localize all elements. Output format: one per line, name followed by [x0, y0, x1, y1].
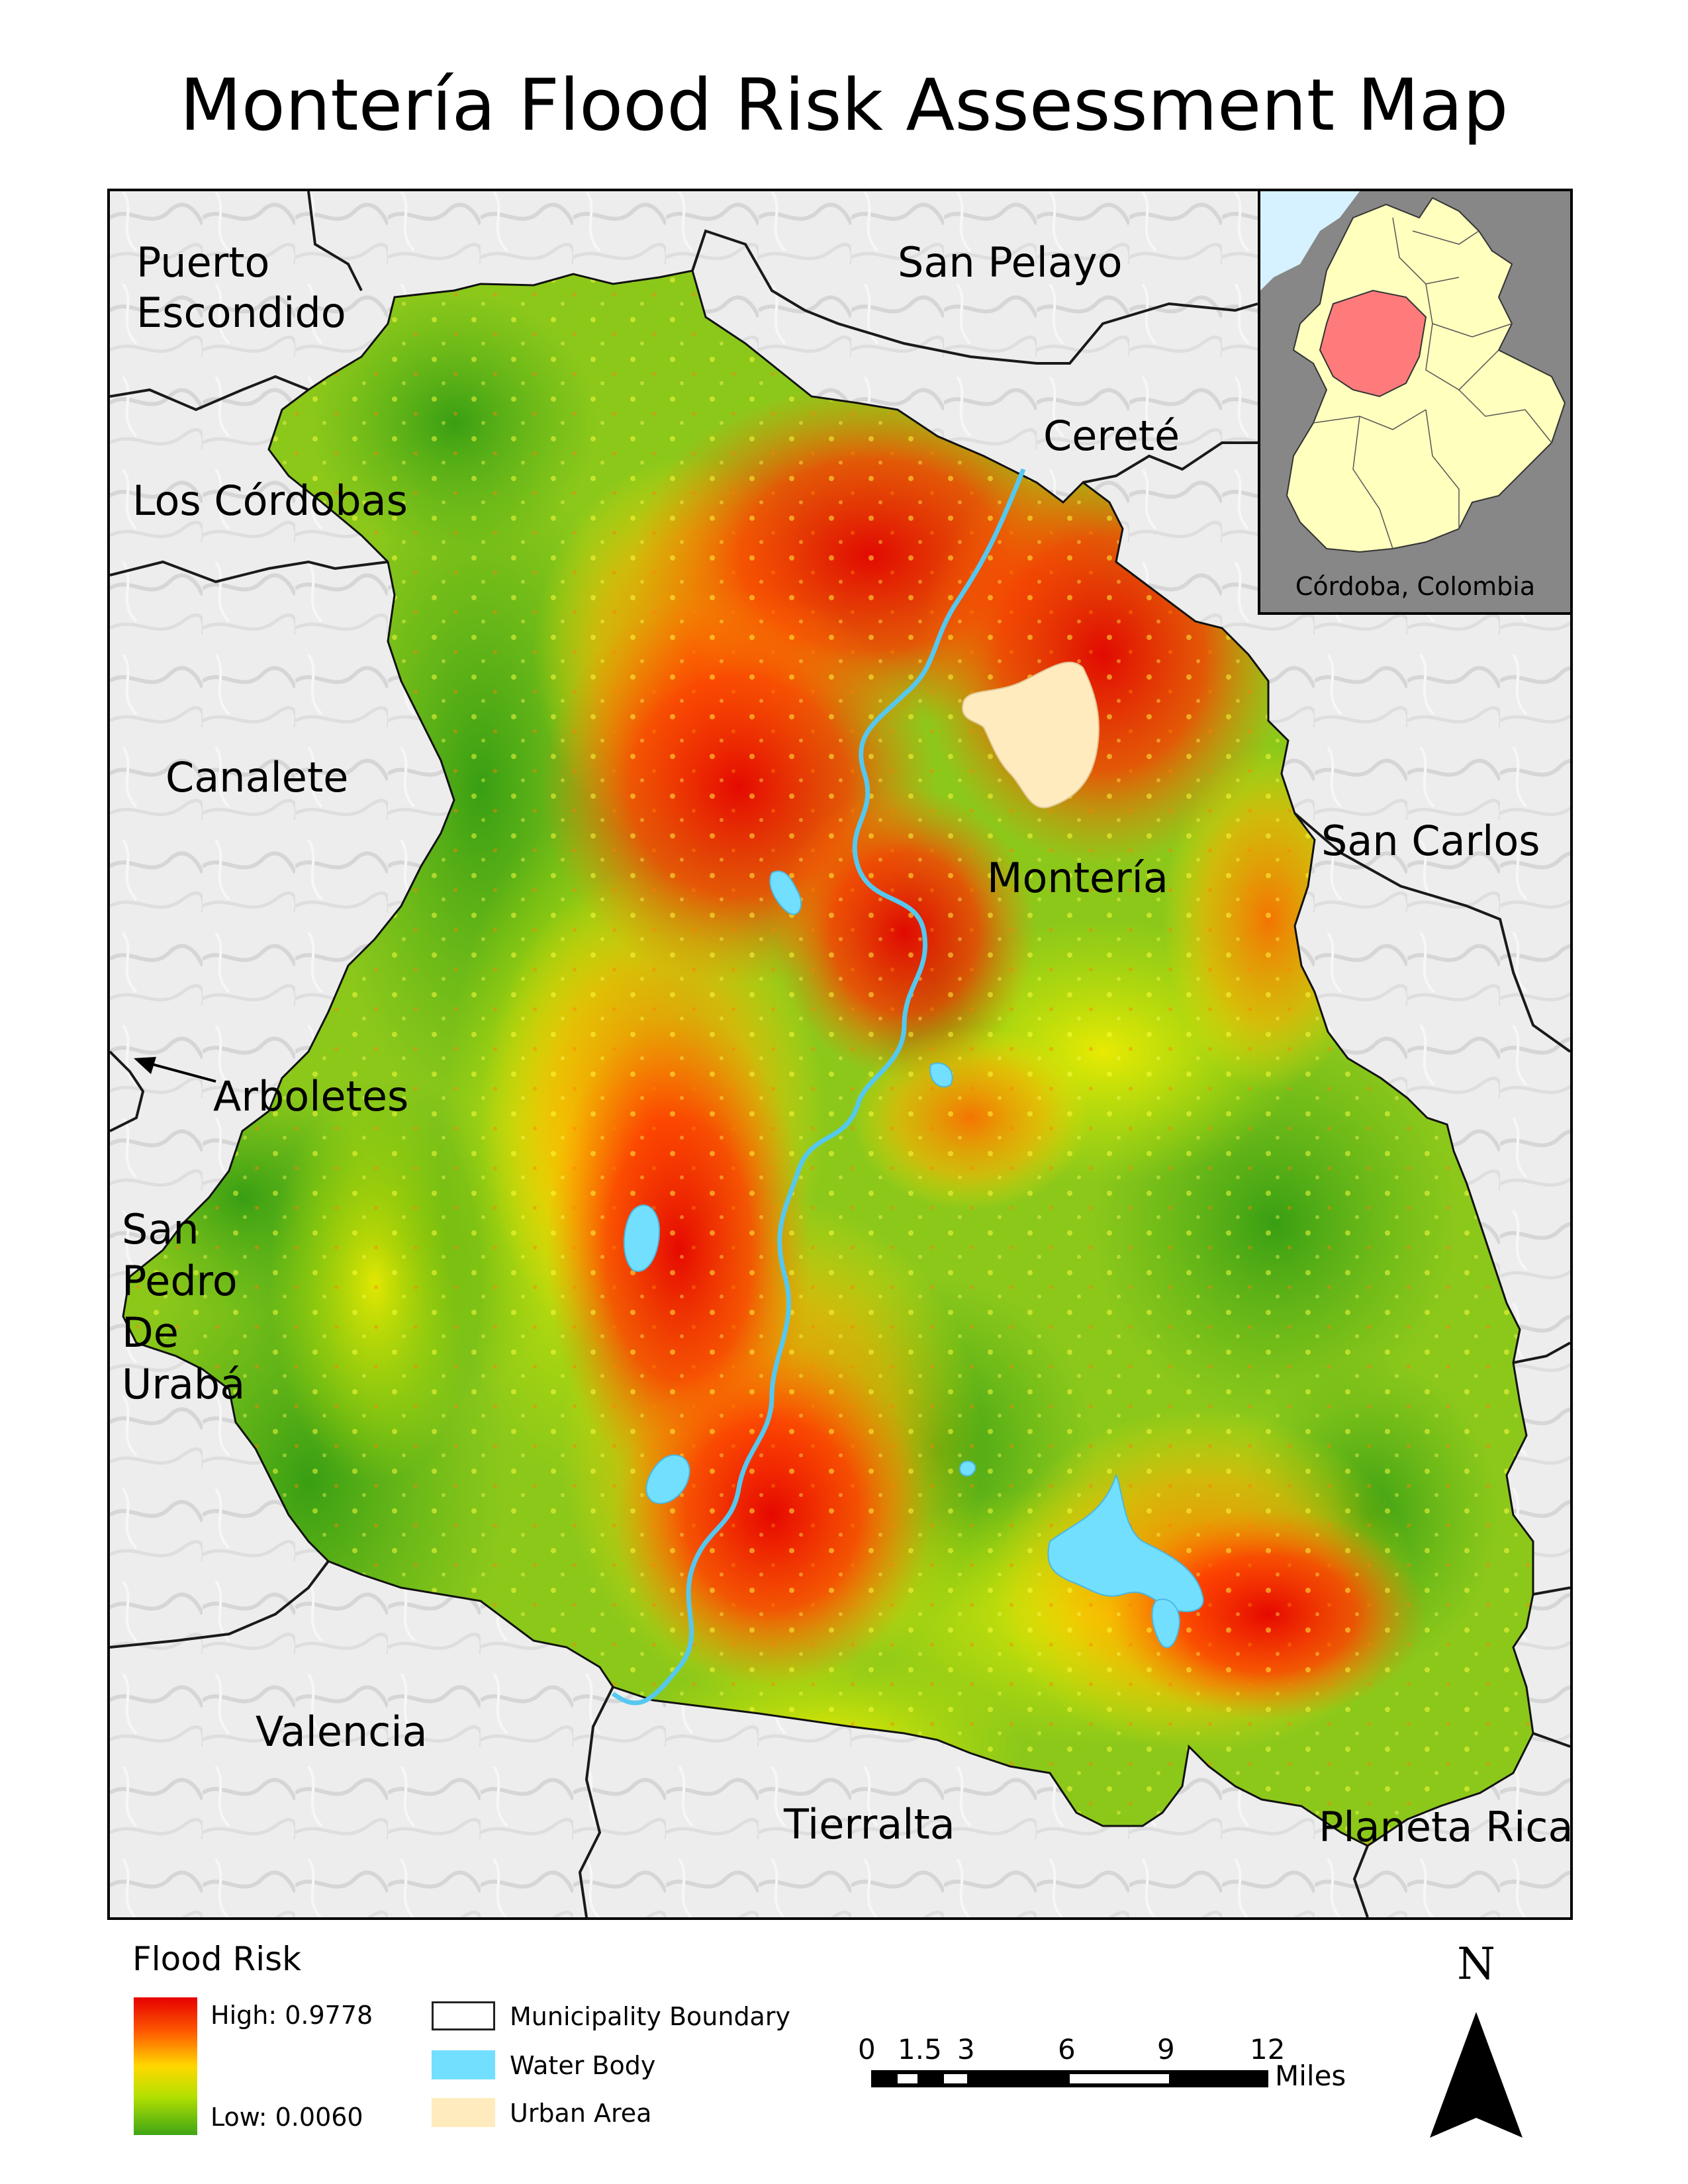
inset-cordoba-department: [1286, 197, 1566, 553]
north-arrow: N: [1430, 1939, 1523, 2138]
scale-tick-3: 3: [957, 2033, 975, 2066]
label-san-pedro-de-uraba: San Pedro De Urabá: [122, 1205, 246, 1408]
scale-tick-9: 9: [1157, 2033, 1175, 2066]
scale-tick-1-5: 1.5: [898, 2033, 942, 2066]
label-canalete: Canalete: [165, 753, 349, 801]
scale-unit: Miles: [1275, 2060, 1346, 2092]
water-bodies: [623, 870, 1204, 1649]
legend-high-label: High: 0.9778: [211, 2001, 373, 2030]
inset-canvas: [1260, 191, 1566, 553]
label-tierralta: Tierralta: [784, 1800, 955, 1848]
flood-risk-color-ramp: [134, 1997, 197, 2135]
legend-label-urban-area: Urban Area: [510, 2099, 652, 2128]
monteria-urban-area: [962, 661, 1100, 809]
label-valencia: Valencia: [256, 1707, 428, 1756]
label-san-carlos: San Carlos: [1321, 817, 1540, 865]
monteria-municipality-boundary: [122, 269, 1534, 1847]
label-los-cordobas: Los Córdobas: [132, 477, 408, 525]
map-frame[interactable]: Puerto Escondido San Pelayo Cereté Los C…: [107, 189, 1573, 1920]
inset-monteria-highlight: [1319, 289, 1427, 398]
label-monteria: Montería: [987, 854, 1168, 902]
scale-tick-6: 6: [1058, 2033, 1076, 2066]
label-cerete: Cereté: [1043, 412, 1180, 460]
map-title: Montería Flood Risk Assessment Map: [179, 64, 1509, 147]
legend-swatch-municipality-boundary: [432, 2001, 495, 2030]
legend-label-water-body: Water Body: [510, 2051, 656, 2080]
locator-inset-map[interactable]: Córdoba, Colombia: [1258, 191, 1570, 615]
north-arrow-icon: [1430, 2012, 1523, 2138]
sinu-river: [611, 468, 1026, 1706]
north-arrow-label: N: [1457, 1939, 1495, 1989]
label-planeta-rica: Planeta Rica: [1319, 1803, 1573, 1851]
neighbor-boundaries: [110, 191, 1570, 1917]
label-san-pelayo: San Pelayo: [898, 238, 1123, 287]
scale-bar-graphic: [871, 2070, 1268, 2087]
scale-tick-0: 0: [858, 2033, 876, 2066]
arboletes-pointer-arrow: [134, 1057, 216, 1083]
legend-low-label: Low: 0.0060: [211, 2103, 363, 2132]
scale-tick-12: 12: [1250, 2033, 1286, 2066]
legend-swatch-urban-area: [432, 2098, 495, 2127]
legend-swatch-water-body: [432, 2050, 495, 2079]
legend-label-municipality-boundary: Municipality Boundary: [510, 2002, 790, 2031]
inset-label: Córdoba, Colombia: [1295, 572, 1536, 601]
inset-sea: [1260, 191, 1360, 291]
label-puerto-escondido: Puerto Escondido: [136, 238, 346, 337]
label-arboletes: Arboletes: [213, 1072, 409, 1120]
legend-title: Flood Risk: [132, 1940, 302, 1978]
